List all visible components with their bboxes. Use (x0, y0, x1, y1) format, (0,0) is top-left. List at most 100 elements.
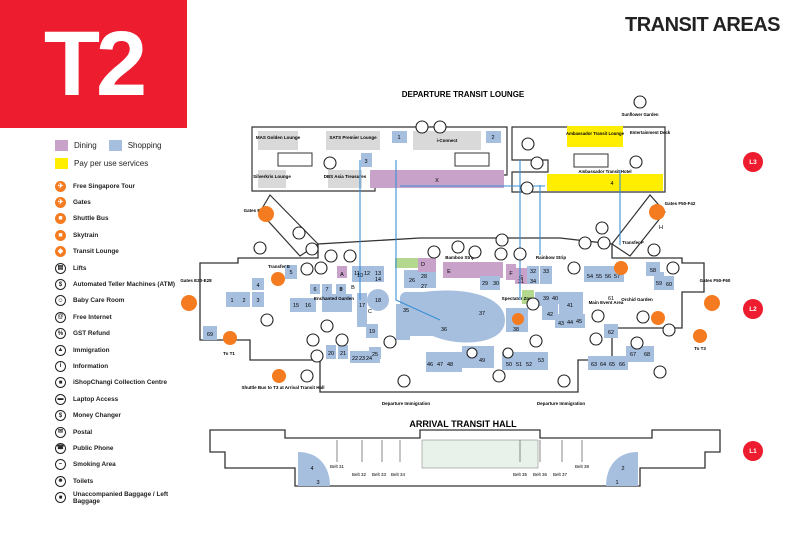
legend-item: ✈ Free Singapore Tour (55, 178, 185, 194)
unit-h: H (659, 225, 663, 231)
toilet-icon[interactable] (520, 181, 534, 195)
postal-icon[interactable] (310, 349, 324, 363)
unit-23: 23 (359, 356, 365, 362)
lift-icon[interactable] (502, 347, 514, 359)
internet-icon[interactable] (253, 241, 267, 255)
unit-label: X (435, 178, 439, 184)
transit-lounge-icon[interactable] (512, 313, 524, 325)
phone-icon[interactable] (597, 236, 611, 250)
plane-icon[interactable] (704, 295, 720, 311)
toilet-icon[interactable] (653, 365, 667, 379)
plane-icon[interactable] (258, 206, 274, 222)
toilet-icon[interactable] (468, 245, 482, 259)
gst-refund-icon[interactable] (567, 261, 581, 275)
unit-21: 21 (340, 351, 346, 357)
smoking-icon[interactable] (578, 236, 592, 250)
unit-55: 55 (596, 274, 602, 280)
phone-icon[interactable] (513, 247, 527, 261)
info-icon[interactable] (260, 313, 274, 327)
info-icon[interactable] (589, 332, 603, 346)
skytrain-icon[interactable] (693, 329, 707, 343)
immigration-icon[interactable] (397, 374, 411, 388)
legend-item-label: Free Singapore Tour (73, 182, 136, 190)
internet-icon[interactable] (662, 323, 676, 337)
ambassador-transit-hotel-label: Ambassador Transit Hotel (578, 169, 631, 174)
baby-care-icon[interactable] (595, 221, 609, 235)
legend-item-label: Free Internet (73, 313, 112, 321)
iconnect-label: i-Connect (437, 138, 458, 143)
toilet-icon[interactable] (492, 369, 506, 383)
gates-e20-e28-label: Gates E20-E28 (180, 278, 212, 283)
immigration-icon[interactable] (314, 261, 328, 275)
legend-item: $ Automated Teller Machines (ATM) (55, 276, 185, 292)
legend-list: ✈ Free Singapore Tour ✈ Gates ■ Shuttle Bus ■ S… (55, 178, 185, 506)
internet-icon[interactable] (526, 297, 540, 311)
unit-e: E (447, 269, 451, 275)
lift-icon[interactable] (521, 137, 535, 151)
unit-59: 59 (656, 281, 662, 287)
toilet-icon[interactable] (323, 156, 337, 170)
shuttle-bus-label: Shuttle Bus to T3 at Arrival Transit Hal… (241, 385, 324, 390)
phone-icon[interactable] (305, 242, 319, 256)
baggage-icon[interactable] (466, 347, 478, 359)
unit-28: 28 (421, 274, 427, 280)
unit-b: B (351, 285, 355, 291)
page-title: TRANSIT AREAS (625, 14, 780, 36)
internet-icon[interactable] (300, 262, 314, 276)
internet-icon[interactable] (495, 233, 509, 247)
baby-care-icon[interactable] (292, 226, 306, 240)
first-aid-icon[interactable] (335, 333, 349, 347)
unit-63: 63 (591, 362, 597, 368)
legend-item-label: Shuttle Bus (73, 215, 109, 223)
belt-31: Belt 31 (330, 464, 345, 469)
toilet-icon[interactable] (647, 243, 661, 257)
unit-15: 15 (293, 303, 299, 309)
toilet-icon[interactable] (300, 369, 314, 383)
phone-icon[interactable] (451, 240, 465, 254)
immigration-icon[interactable] (557, 374, 571, 388)
unit-label: 1 (397, 135, 400, 141)
skytrain-icon: ■ (55, 229, 66, 241)
unit-31: 31 (518, 279, 524, 285)
transit-lounge-icon[interactable] (651, 311, 665, 325)
toilet-icon[interactable] (530, 156, 544, 170)
unit-19: 19 (369, 329, 375, 335)
lift-icon[interactable] (343, 249, 357, 263)
unit-25: 25 (372, 352, 378, 358)
arrival-hall: 4 3 2 1 Belt 31 Belt 32 Belt 33 Belt 34 … (209, 429, 721, 487)
phone-icon[interactable] (306, 333, 320, 347)
unit-33: 33 (543, 269, 549, 275)
main-event-area-label: Main Event Area (589, 300, 624, 305)
unit-20: 20 (328, 351, 334, 357)
toilet-icon[interactable] (629, 155, 643, 169)
unit-36: 36 (441, 327, 447, 333)
skytrain-icon[interactable] (223, 331, 237, 345)
internet-icon[interactable] (427, 245, 441, 259)
lift-icon[interactable] (666, 261, 680, 275)
unit-30: 30 (493, 281, 499, 287)
tour-icon[interactable] (614, 261, 628, 275)
ishopchangi-icon[interactable] (636, 310, 650, 324)
laptop-icon[interactable] (494, 247, 508, 261)
laptop-icon[interactable] (415, 120, 429, 134)
internet-icon[interactable] (320, 319, 334, 333)
smoking-icon: ~ (55, 459, 66, 471)
plane-icon[interactable] (649, 204, 665, 220)
toilet-icon[interactable] (324, 249, 338, 263)
info-icon[interactable] (383, 335, 397, 349)
belt-38: Belt 38 (575, 464, 590, 469)
internet-icon[interactable] (433, 120, 447, 134)
ishopchangi-icon: ■ (55, 377, 66, 389)
unit-6: 6 (313, 287, 316, 293)
info-icon[interactable] (630, 336, 644, 350)
info-icon[interactable] (591, 309, 605, 323)
info-icon[interactable] (529, 334, 543, 348)
smoking-icon[interactable] (633, 95, 647, 109)
phone-icon: ☎ (55, 442, 66, 454)
shopping-swatch (108, 139, 122, 151)
baggage-icon: ■ (55, 492, 66, 504)
terminal-logo: T2 (0, 0, 187, 128)
tour-icon[interactable] (271, 272, 285, 286)
plane-icon[interactable] (181, 295, 197, 311)
bus-icon[interactable] (272, 369, 286, 383)
